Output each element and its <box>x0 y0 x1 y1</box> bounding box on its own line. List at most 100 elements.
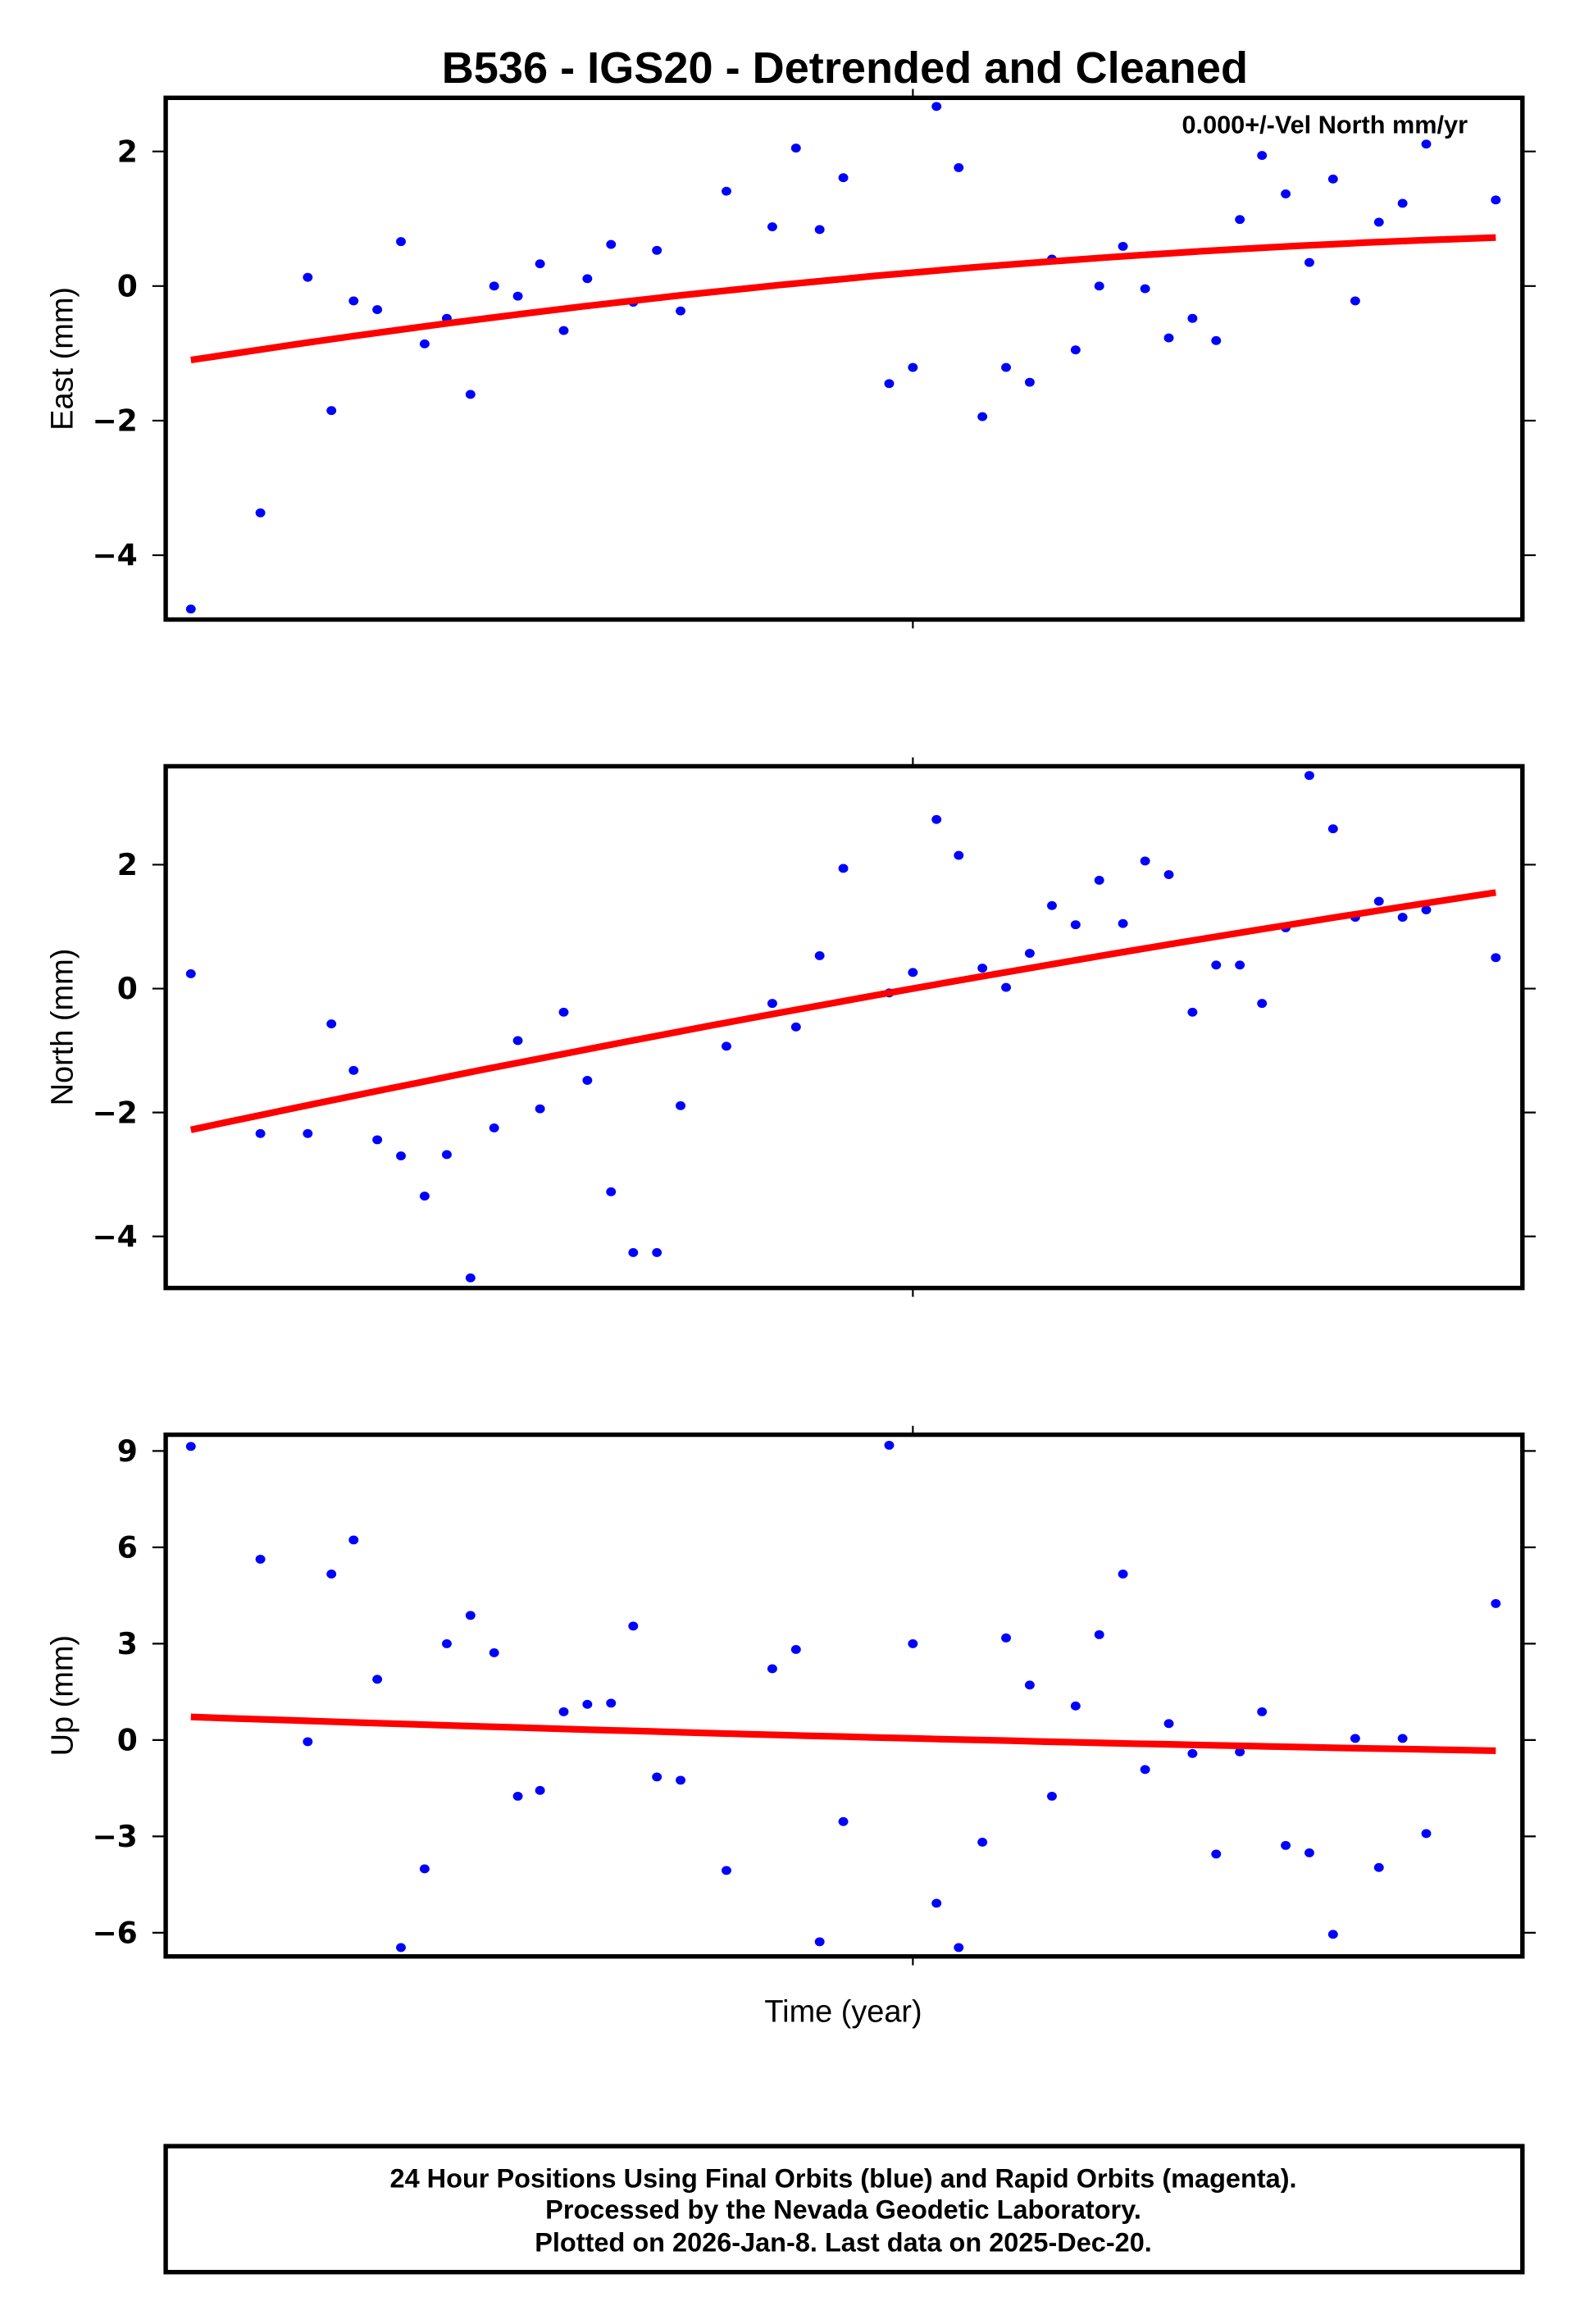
north-data-point <box>1118 918 1128 928</box>
up-data-points <box>185 1440 1501 1953</box>
east-data-point <box>1235 215 1245 225</box>
up-trend-line <box>190 1713 1496 1754</box>
up-panel: 9 6 3 0 −3 −6 Up (mm) <box>45 1425 1537 1966</box>
east-data-point <box>652 245 662 255</box>
up-y-tick-label: 3 <box>117 1626 138 1661</box>
up-data-point <box>676 1775 686 1785</box>
north-data-point <box>1491 953 1501 963</box>
footer-line-plotted: Plotted on 2026-Jan-8. Last data on 2025… <box>535 2227 1152 2257</box>
north-data-point <box>419 1192 430 1201</box>
east-data-point <box>512 291 523 301</box>
up-data-point <box>628 1621 639 1631</box>
up-data-point <box>1163 1719 1174 1729</box>
up-data-point <box>348 1535 359 1545</box>
north-data-point <box>535 1104 545 1114</box>
east-y-tick-label: −4 <box>92 538 137 573</box>
north-y-ticks: 2 0 −2 −4 <box>92 847 1537 1254</box>
east-data-point <box>1001 362 1011 372</box>
up-data-point <box>884 1440 895 1450</box>
up-plot-frame <box>163 1432 1525 1959</box>
north-y-tick-label: −2 <box>92 1095 137 1130</box>
north-data-point <box>303 1128 313 1138</box>
north-data-points <box>185 771 1501 1283</box>
east-data-point <box>884 379 895 389</box>
north-data-point <box>722 1041 731 1051</box>
east-data-point <box>1024 377 1035 387</box>
north-y-tick-label: 2 <box>117 847 138 882</box>
up-data-point <box>767 1664 777 1674</box>
north-data-point <box>908 968 918 977</box>
east-data-point <box>1211 335 1222 345</box>
up-data-point <box>1187 1748 1198 1758</box>
up-data-point <box>326 1570 337 1579</box>
up-data-point <box>372 1675 383 1684</box>
north-data-point <box>652 1248 662 1257</box>
up-data-point <box>1327 1930 1338 1939</box>
east-data-point <box>255 508 266 517</box>
east-data-point <box>722 186 731 196</box>
east-data-point <box>1163 333 1174 343</box>
up-data-point <box>396 1943 406 1953</box>
up-data-point <box>652 1772 662 1782</box>
north-trend-line <box>189 889 1496 1133</box>
east-data-point <box>931 102 942 112</box>
east-data-points <box>185 102 1501 614</box>
up-data-point <box>838 1816 849 1826</box>
up-data-point <box>1304 1848 1314 1857</box>
east-data-point <box>676 306 686 316</box>
east-data-point <box>606 239 617 249</box>
north-data-point <box>185 969 196 978</box>
east-data-point <box>582 274 593 284</box>
north-data-point <box>1187 1007 1198 1017</box>
north-data-point <box>1163 870 1174 879</box>
north-data-point <box>512 1036 523 1046</box>
up-data-point <box>977 1837 988 1847</box>
north-data-point <box>465 1273 476 1283</box>
east-data-point <box>954 162 964 172</box>
north-data-point <box>1094 875 1104 885</box>
east-data-point <box>535 259 545 269</box>
east-trend-line <box>190 234 1496 364</box>
up-data-point <box>489 1648 499 1657</box>
north-data-point <box>1257 999 1268 1009</box>
up-data-point <box>535 1785 545 1795</box>
north-y-axis-label: North (mm) <box>45 949 80 1106</box>
north-data-point <box>348 1065 359 1075</box>
up-y-ticks: 9 6 3 0 −3 −6 <box>92 1433 1537 1951</box>
east-data-point <box>1373 217 1384 227</box>
up-data-point <box>814 1937 825 1947</box>
footer-line-orbits: 24 Hour Positions Using Final Orbits (bl… <box>390 2164 1297 2194</box>
up-data-point <box>582 1699 593 1709</box>
east-data-point <box>1304 257 1314 267</box>
north-data-point <box>1327 824 1338 834</box>
north-data-point <box>931 814 942 824</box>
north-data-point <box>1373 896 1384 906</box>
up-data-point <box>1140 1765 1150 1775</box>
up-data-point <box>1211 1849 1222 1859</box>
east-data-point <box>185 604 196 614</box>
north-data-point <box>628 1248 639 1257</box>
north-data-point <box>489 1123 499 1132</box>
east-data-point <box>814 225 825 235</box>
east-data-point <box>489 281 499 291</box>
east-data-point <box>348 296 359 306</box>
north-data-point <box>441 1150 452 1160</box>
north-data-point <box>1397 913 1408 923</box>
east-data-point <box>1350 296 1360 306</box>
north-data-point <box>326 1019 337 1028</box>
up-y-tick-label: −6 <box>92 1915 137 1950</box>
north-data-point <box>1024 949 1035 958</box>
east-data-point <box>790 144 801 153</box>
up-data-point <box>790 1645 801 1654</box>
footer-line-processed: Processed by the Nevada Geodetic Laborat… <box>545 2195 1141 2225</box>
north-data-point <box>977 964 988 973</box>
east-data-point <box>1491 195 1501 205</box>
north-data-point <box>255 1128 266 1138</box>
east-data-point <box>1070 345 1081 355</box>
up-y-tick-label: 9 <box>117 1433 138 1469</box>
east-data-point <box>1257 151 1268 161</box>
east-data-point <box>1397 198 1408 208</box>
up-y-axis-label: Up (mm) <box>45 1635 80 1757</box>
east-data-point <box>977 412 988 422</box>
